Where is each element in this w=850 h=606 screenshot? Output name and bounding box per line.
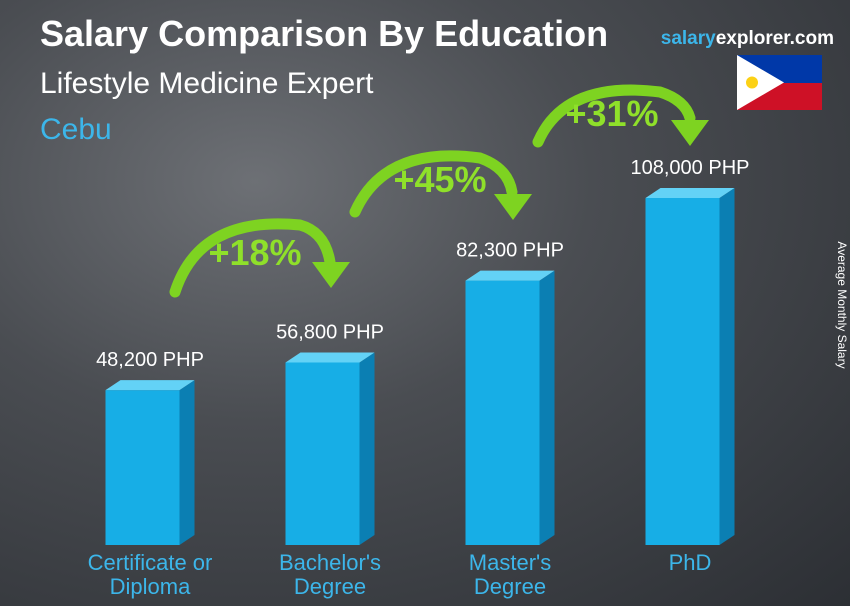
bar-top (105, 380, 195, 391)
location: Cebu (40, 113, 112, 146)
brand-explorer: explorer.com (716, 28, 834, 49)
arrowheads (312, 120, 709, 288)
y-axis-label: Average Monthly Salary (835, 241, 849, 368)
bar-top (645, 188, 735, 198)
subtitle: Lifestyle Medicine Expert (40, 67, 374, 100)
arrows (169, 84, 696, 298)
value-label: 108,000 PHP (631, 157, 750, 179)
bar (465, 280, 540, 545)
bar-side (539, 270, 555, 545)
bar (645, 198, 720, 545)
bar-side (359, 352, 375, 545)
brand-salary: salary (661, 28, 716, 49)
bar-side (179, 380, 195, 545)
bar (285, 362, 360, 545)
flag (737, 55, 822, 110)
bar-top (285, 352, 375, 363)
x-tick-label: Bachelor's Degree (278, 550, 382, 599)
value-label: 56,800 PHP (276, 322, 384, 344)
x-tick-label: PhD (668, 550, 712, 575)
bar (105, 390, 180, 545)
x-tick-label: Certificate or Diploma (87, 550, 213, 599)
change-label: +45% (393, 159, 486, 200)
x-tick-label: Master's Degree (468, 550, 552, 599)
title: Salary Comparison By Education (40, 13, 608, 54)
bar-side (719, 188, 735, 545)
change-label: +18% (208, 232, 301, 273)
value-label: 48,200 PHP (96, 349, 204, 371)
bar-top (465, 270, 555, 281)
brand: salaryexplorer.com (661, 28, 834, 49)
change-label: +31% (565, 93, 658, 134)
value-label: 82,300 PHP (456, 240, 564, 262)
